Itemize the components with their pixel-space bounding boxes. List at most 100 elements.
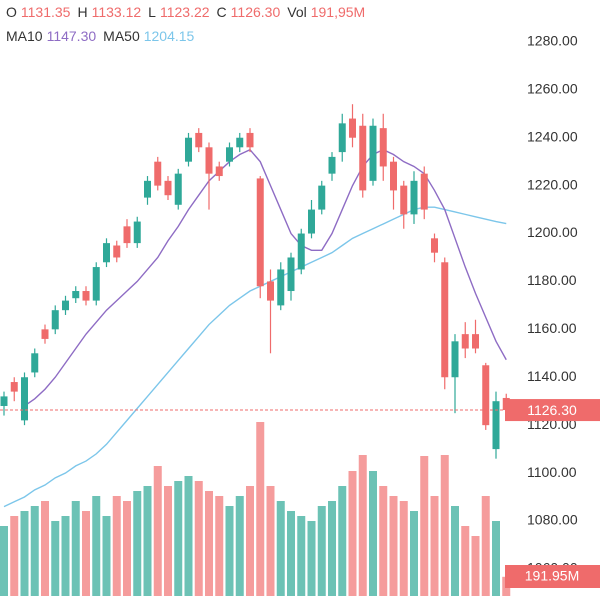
volume-bar [92,496,101,596]
candle-body [51,310,59,330]
volume-bar [451,506,459,596]
candle-body [420,173,428,210]
volume-bar [379,486,388,596]
y-tick-label: 1180.00 [527,272,577,288]
candle-body [41,329,49,339]
volume-bar [51,521,60,596]
volume-bar [184,476,193,596]
candle-body [461,334,469,349]
volume-bar [235,496,244,596]
y-tick-label: 1160.00 [527,320,577,336]
volume-bar [276,501,285,596]
candle-body [400,185,408,215]
header-key: C [217,4,227,20]
volume-bar [0,526,8,596]
candle-body [133,221,141,244]
candle-body [10,382,18,392]
volume-bar [410,511,418,596]
volume-bar [61,516,70,596]
header-key: H [77,4,87,20]
volume-bar [41,501,49,596]
volume-bar [246,486,254,596]
candle-body [82,291,90,301]
last-volume-box [505,565,600,588]
volume-bar [492,521,500,596]
candle-body [369,125,377,181]
header-key: Vol [287,4,306,20]
candle-body [338,123,346,153]
volume-bar [338,486,347,596]
y-tick-label: 1240.00 [527,128,578,144]
ohlc-header: O 1131.35 H 1133.12 L 1123.22 C 1126.30 Vol 191,9… [6,4,365,20]
candle-body [256,178,264,287]
header-value: 1133.12 [92,4,142,20]
candle-body [113,245,121,258]
candle-body [297,233,305,270]
volume-bar [102,516,111,596]
y-tick-label: 1220.00 [527,176,578,192]
last-price-label: 1126.30 [527,402,577,418]
volume-bar [143,486,152,596]
volume-bar [389,496,398,596]
candle-body [328,156,336,174]
candle-body [390,161,397,191]
candle-body [349,118,356,138]
candle-body [246,132,254,148]
volume-bar [297,516,306,596]
volume-bar [174,481,183,596]
last-volume-label: 191.95M [525,568,579,584]
candle-body [267,281,274,301]
volume-bar [399,501,408,596]
candle-body [492,401,500,450]
candle-body [205,147,213,174]
header-value: 1126.30 [231,4,281,20]
candle-body [174,173,182,205]
candle-body [308,209,315,234]
volume-bar [215,496,224,596]
y-tick-label: 1080.00 [527,512,578,528]
header-key: MA50 [103,28,140,44]
y-tick-label: 1100.00 [527,464,577,480]
ma50-line [3,206,507,508]
volume-bar [481,496,490,596]
y-tick-label: 1260.00 [527,81,578,97]
volume-bar [266,486,275,596]
candle-body [0,396,8,406]
candle-body [92,267,100,301]
volume-bar [430,496,439,596]
volume-bar [287,511,295,596]
candle-body [144,180,151,198]
candle-body [482,365,490,426]
volume-bar [123,501,131,596]
candle-body [431,238,438,253]
volume-bar [82,511,90,596]
volume-bar [10,516,19,596]
y-tick-label: 1200.00 [527,224,578,240]
volume-bar [256,422,265,596]
volume-bar [348,471,357,596]
volume-bar [471,536,480,596]
header-key: MA10 [6,28,43,44]
volume-bar [71,501,80,596]
candle-body [185,137,192,162]
volume-bar [194,481,203,596]
candle-body [359,125,367,191]
header-value: 191,95M [311,4,365,20]
candle-body [287,257,295,292]
candle-body [72,291,80,299]
volume-bar [153,466,162,596]
header-value: 1204.15 [144,28,195,44]
candle-body [451,341,459,378]
volume-bar [420,456,429,596]
volume-bar [133,491,142,596]
candle-body [164,180,172,196]
candle-body [103,243,110,263]
volume-bar [112,496,121,596]
candle-body [215,166,223,177]
ma-header: MA10 1147.30 MA50 1204.15 [6,28,195,44]
candle-body [236,137,244,148]
candle-body [123,226,131,244]
candle-body [195,132,203,148]
candle-body [318,185,326,210]
